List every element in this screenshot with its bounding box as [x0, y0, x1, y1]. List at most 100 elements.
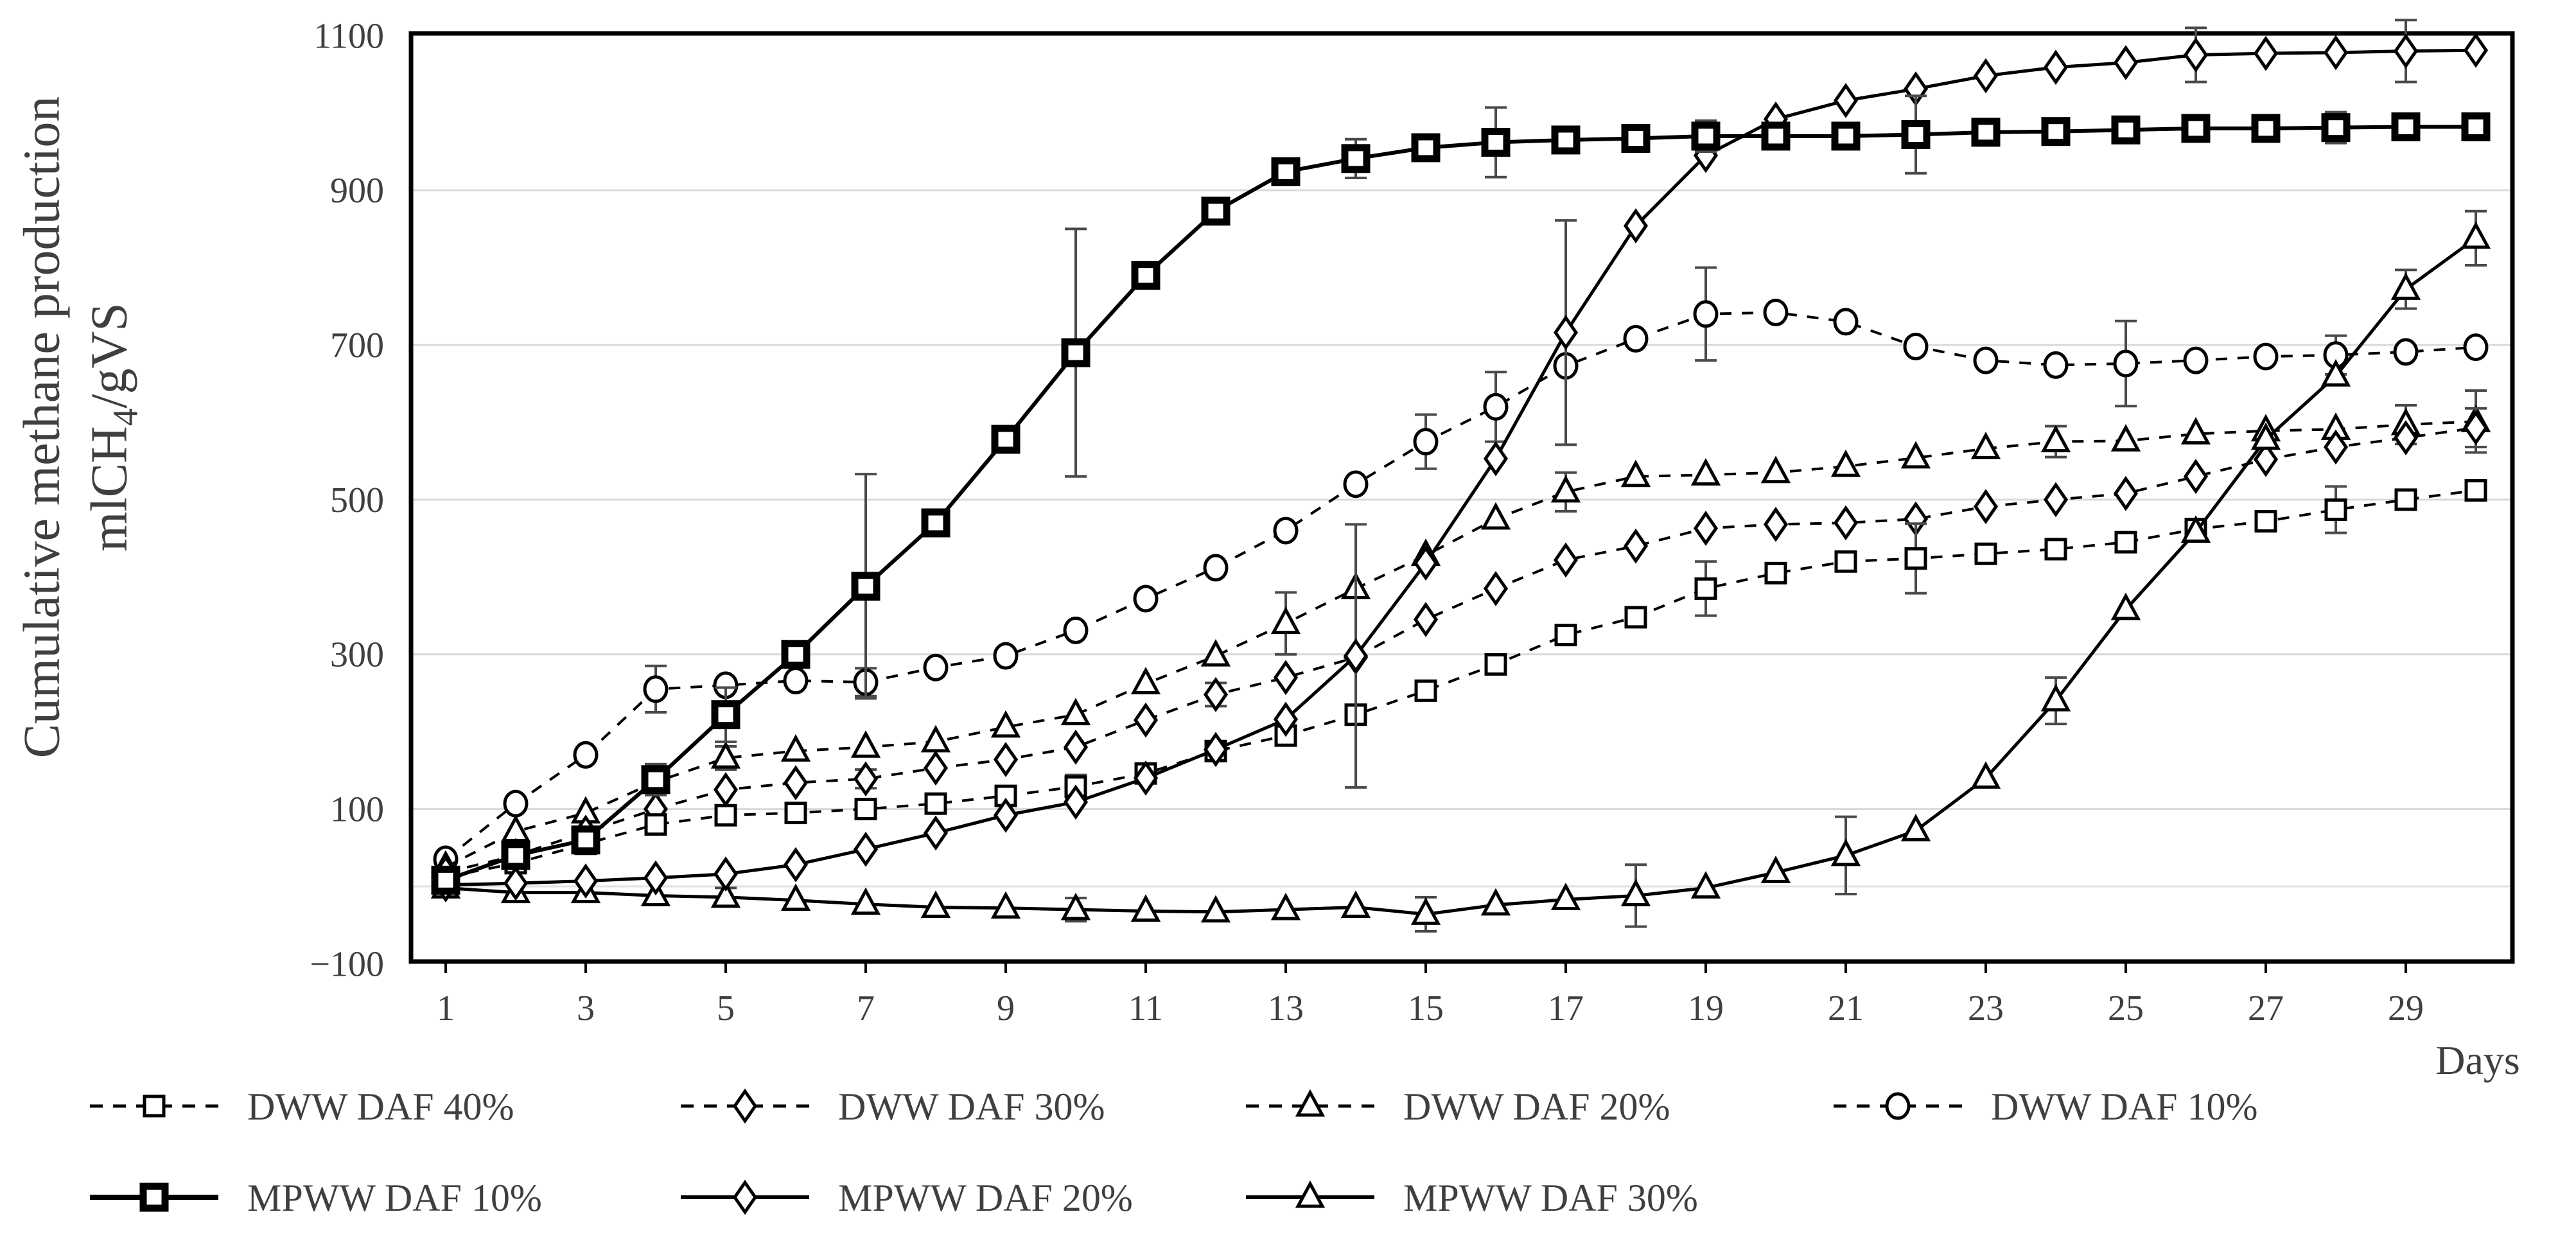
marker-mpww-daf-20--day2	[503, 865, 529, 901]
marker-mpww-daf-30--day23	[1970, 761, 2001, 789]
marker-dww-daf-30--day24	[2043, 482, 2069, 518]
marker-dww-daf-30--day13	[1273, 660, 1299, 696]
marker-mpww-daf-10--day11	[1131, 261, 1161, 290]
marker-dww-daf-40--day21	[1834, 550, 1857, 573]
marker-dww-daf-10--day11	[1133, 585, 1159, 613]
marker-dww-daf-30--day16	[1483, 571, 1509, 606]
marker-dww-daf-40--day29	[2394, 488, 2417, 511]
marker-dww-daf-20--day8	[920, 725, 951, 753]
marker-dww-daf-40--day9	[994, 784, 1017, 807]
marker-dww-daf-30--day19	[1693, 511, 1719, 546]
marker-mpww-daf-20--day25	[2113, 45, 2139, 80]
y-tick-label-500: 500	[330, 480, 384, 520]
marker-dww-daf-10--day12	[1203, 554, 1229, 582]
marker-dww-daf-10--day13	[1273, 516, 1299, 545]
marker-mpww-daf-10--day17	[1551, 125, 1581, 155]
marker-mpww-daf-20--day5	[713, 856, 739, 892]
marker-mpww-daf-20--day28	[2323, 35, 2349, 71]
marker-dww-daf-20--day21	[1830, 449, 1861, 477]
marker-dww-daf-20--day12	[1200, 638, 1231, 667]
marker-dww-daf-40--day6	[784, 802, 807, 825]
marker-dww-daf-40--day16	[1484, 653, 1507, 676]
marker-mpww-daf-20--day13	[1273, 701, 1299, 737]
marker-dww-daf-30--day18	[1623, 528, 1649, 564]
legend-marker-mpww-daf-20-	[732, 1179, 758, 1215]
marker-mpww-daf-30--day7	[850, 887, 881, 915]
marker-mpww-daf-30--day19	[1690, 871, 1721, 899]
marker-dww-daf-40--day23	[1974, 542, 1997, 565]
x-tick-label-21: 21	[1828, 989, 1864, 1028]
x-axis-title: Days	[2435, 1037, 2520, 1083]
marker-dww-daf-30--day29	[2393, 420, 2419, 455]
marker-mpww-daf-30--day25	[2110, 592, 2141, 620]
marker-dww-daf-40--day5	[714, 804, 737, 827]
marker-mpww-daf-10--day27	[2251, 114, 2281, 143]
marker-dww-daf-10--day26	[2183, 346, 2209, 374]
marker-mpww-daf-30--day26	[2180, 515, 2211, 543]
marker-mpww-daf-30--day9	[990, 891, 1021, 919]
marker-mpww-daf-10--day22	[1901, 120, 1931, 150]
marker-mpww-daf-30--day30	[2460, 221, 2491, 249]
x-tick-label-5: 5	[717, 989, 735, 1028]
marker-dww-daf-10--day15	[1413, 428, 1439, 456]
x-tick-label-19: 19	[1688, 989, 1724, 1028]
marker-dww-daf-40--day4	[644, 813, 667, 836]
marker-dww-daf-30--day28	[2323, 429, 2349, 465]
marker-mpww-daf-30--day8	[920, 890, 951, 919]
marker-mpww-daf-10--day10	[1061, 338, 1091, 367]
marker-dww-daf-40--day22	[1904, 547, 1927, 570]
marker-dww-daf-40--day25	[2114, 531, 2137, 554]
marker-dww-daf-20--day10	[1060, 698, 1091, 726]
y-tick-label-100: 100	[330, 790, 384, 830]
marker-mpww-daf-30--day18	[1620, 879, 1651, 906]
plot-frame	[408, 31, 2515, 964]
series-line-dww-daf-30-	[445, 426, 2476, 874]
y-tick-label-900: 900	[330, 171, 384, 211]
marker-mpww-daf-30--day15	[1410, 897, 1441, 925]
x-tick-label-15: 15	[1408, 989, 1444, 1028]
legend-label-dww-daf-30-: DWW DAF 30%	[838, 1086, 1105, 1128]
legend-marker-mpww-daf-30-	[1295, 1180, 1326, 1208]
marker-mpww-daf-20--day26	[2183, 37, 2209, 73]
x-tick-label-1: 1	[437, 989, 455, 1028]
x-tick-label-9: 9	[997, 989, 1015, 1028]
marker-mpww-daf-10--day28	[2321, 113, 2351, 143]
marker-dww-daf-30--day11	[1133, 702, 1159, 738]
marker-mpww-daf-30--day29	[2390, 272, 2421, 300]
series-line-dww-daf-10-	[444, 311, 2476, 861]
marker-mpww-daf-10--day3	[571, 825, 600, 855]
marker-mpww-daf-10--day8	[921, 508, 951, 538]
marker-mpww-daf-30--day22	[1900, 814, 1931, 841]
legend-label-mpww-daf-10-: MPWW DAF 10%	[247, 1177, 542, 1219]
x-tick-label-7: 7	[857, 989, 875, 1028]
marker-mpww-daf-10--day2	[501, 841, 530, 870]
marker-mpww-daf-30--day17	[1550, 883, 1581, 910]
legend-marker-dww-daf-20-	[1295, 1089, 1326, 1117]
marker-mpww-daf-20--day16	[1483, 441, 1509, 477]
marker-mpww-daf-30--day12	[1200, 895, 1231, 923]
marker-dww-daf-30--day9	[993, 742, 1019, 777]
marker-mpww-daf-10--day21	[1831, 121, 1861, 151]
marker-mpww-daf-10--day26	[2181, 114, 2211, 143]
legend-label-dww-daf-40-: DWW DAF 40%	[247, 1086, 514, 1128]
marker-mpww-daf-20--day9	[993, 797, 1019, 833]
marker-dww-daf-20--day11	[1130, 667, 1161, 694]
marker-dww-daf-30--day21	[1833, 505, 1859, 541]
marker-dww-daf-20--day22	[1900, 441, 1931, 469]
marker-mpww-daf-20--day17	[1553, 315, 1579, 351]
series-line-dww-daf-20-	[445, 420, 2476, 868]
marker-dww-daf-30--day30	[2463, 410, 2489, 446]
marker-dww-daf-10--day21	[1833, 308, 1859, 336]
marker-dww-daf-10--day27	[2253, 342, 2279, 371]
marker-mpww-daf-30--day10	[1060, 892, 1091, 920]
marker-dww-daf-20--day18	[1620, 459, 1651, 488]
marker-dww-daf-20--day7	[850, 730, 881, 758]
marker-mpww-daf-10--day4	[641, 765, 670, 795]
legend-marker-dww-daf-30-	[732, 1088, 758, 1124]
legend-label-dww-daf-10-: DWW DAF 10%	[1991, 1086, 2258, 1128]
marker-mpww-daf-10--day6	[781, 640, 810, 669]
marker-dww-daf-30--day10	[1063, 729, 1089, 765]
marker-mpww-daf-20--day24	[2043, 49, 2069, 85]
marker-mpww-daf-10--day9	[991, 425, 1021, 454]
